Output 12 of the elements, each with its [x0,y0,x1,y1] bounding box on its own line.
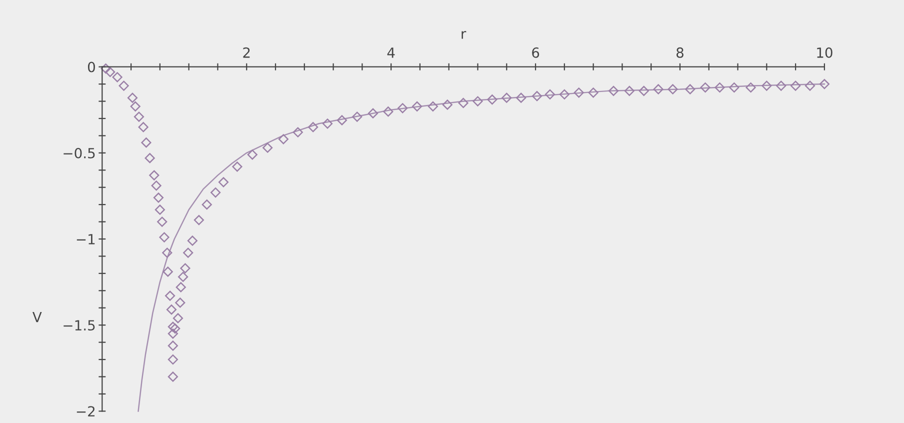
y-tick-label: 0 [88,62,95,72]
y-tick-label: −1 [76,234,95,244]
x-tick-label: 2 [243,47,250,58]
x-axis-title: r [462,31,466,39]
y-tick-label: −0.5 [64,148,95,158]
y-axis-title: V [32,312,42,322]
x-tick-label: 8 [676,47,684,58]
y-tick-label: −1.5 [64,320,95,331]
x-tick-label: 6 [532,47,540,58]
x-tick-label: 10 [817,47,832,58]
y-tick-label: −2 [76,406,95,416]
x-tick-label: 4 [387,48,395,58]
